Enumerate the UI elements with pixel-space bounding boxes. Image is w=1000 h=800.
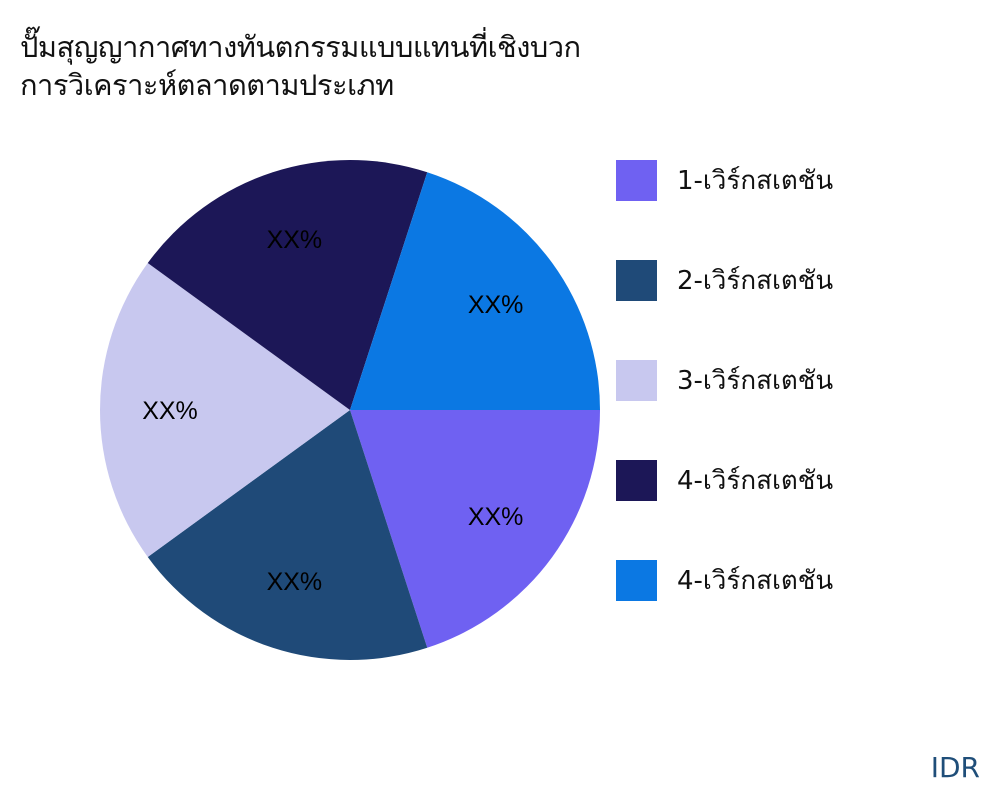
brand-logo: IDR [930,751,980,784]
legend-swatch [616,559,657,601]
legend-swatch [616,159,657,201]
legend-label: 4-เวิร์กสเตชัน [677,465,834,496]
slice-label-4: XX% [267,226,323,254]
slice-label-1: XX% [468,503,524,531]
legend-item-4: 4-เวิร์กสเตชัน [616,459,834,501]
pie-slice-4 [147,160,428,410]
chart-title-line-2: การวิเคราะห์ตลาดตามประเภท [20,68,394,102]
legend-label: 3-เวิร์กสเตชัน [677,365,834,396]
legend-label: 1-เวิร์กสเตชัน [677,165,834,196]
legend-swatch [616,259,657,301]
slice-label-5: XX% [468,291,524,319]
chart-title-line-1: ปั๊มสุญญากาศทางทันตกรรมแบบแทนที่เชิงบวก [20,30,581,64]
pie-slice-1 [350,410,600,648]
legend-item-2: 2-เวิร์กสเตชัน [616,259,834,301]
slice-label-2: XX% [267,568,323,596]
pie-slice-5 [350,172,600,410]
slice-label-3: XX% [142,397,198,425]
legend-item-1: 1-เวิร์กสเตชัน [616,159,834,201]
pie-slice-3 [100,263,350,557]
legend-label: 2-เวิร์กสเตชัน [677,265,834,296]
legend-swatch [616,459,657,501]
legend-swatch [616,359,657,401]
legend-item-5: 4-เวิร์กสเตชัน [616,559,834,601]
chart-title: ปั๊มสุญญากาศทางทันตกรรมแบบแทนที่เชิงบวก … [20,28,581,104]
pie-slice-2 [147,410,428,660]
legend-label: 4-เวิร์กสเตชัน [677,565,834,596]
legend-item-3: 3-เวิร์กสเตชัน [616,359,834,401]
